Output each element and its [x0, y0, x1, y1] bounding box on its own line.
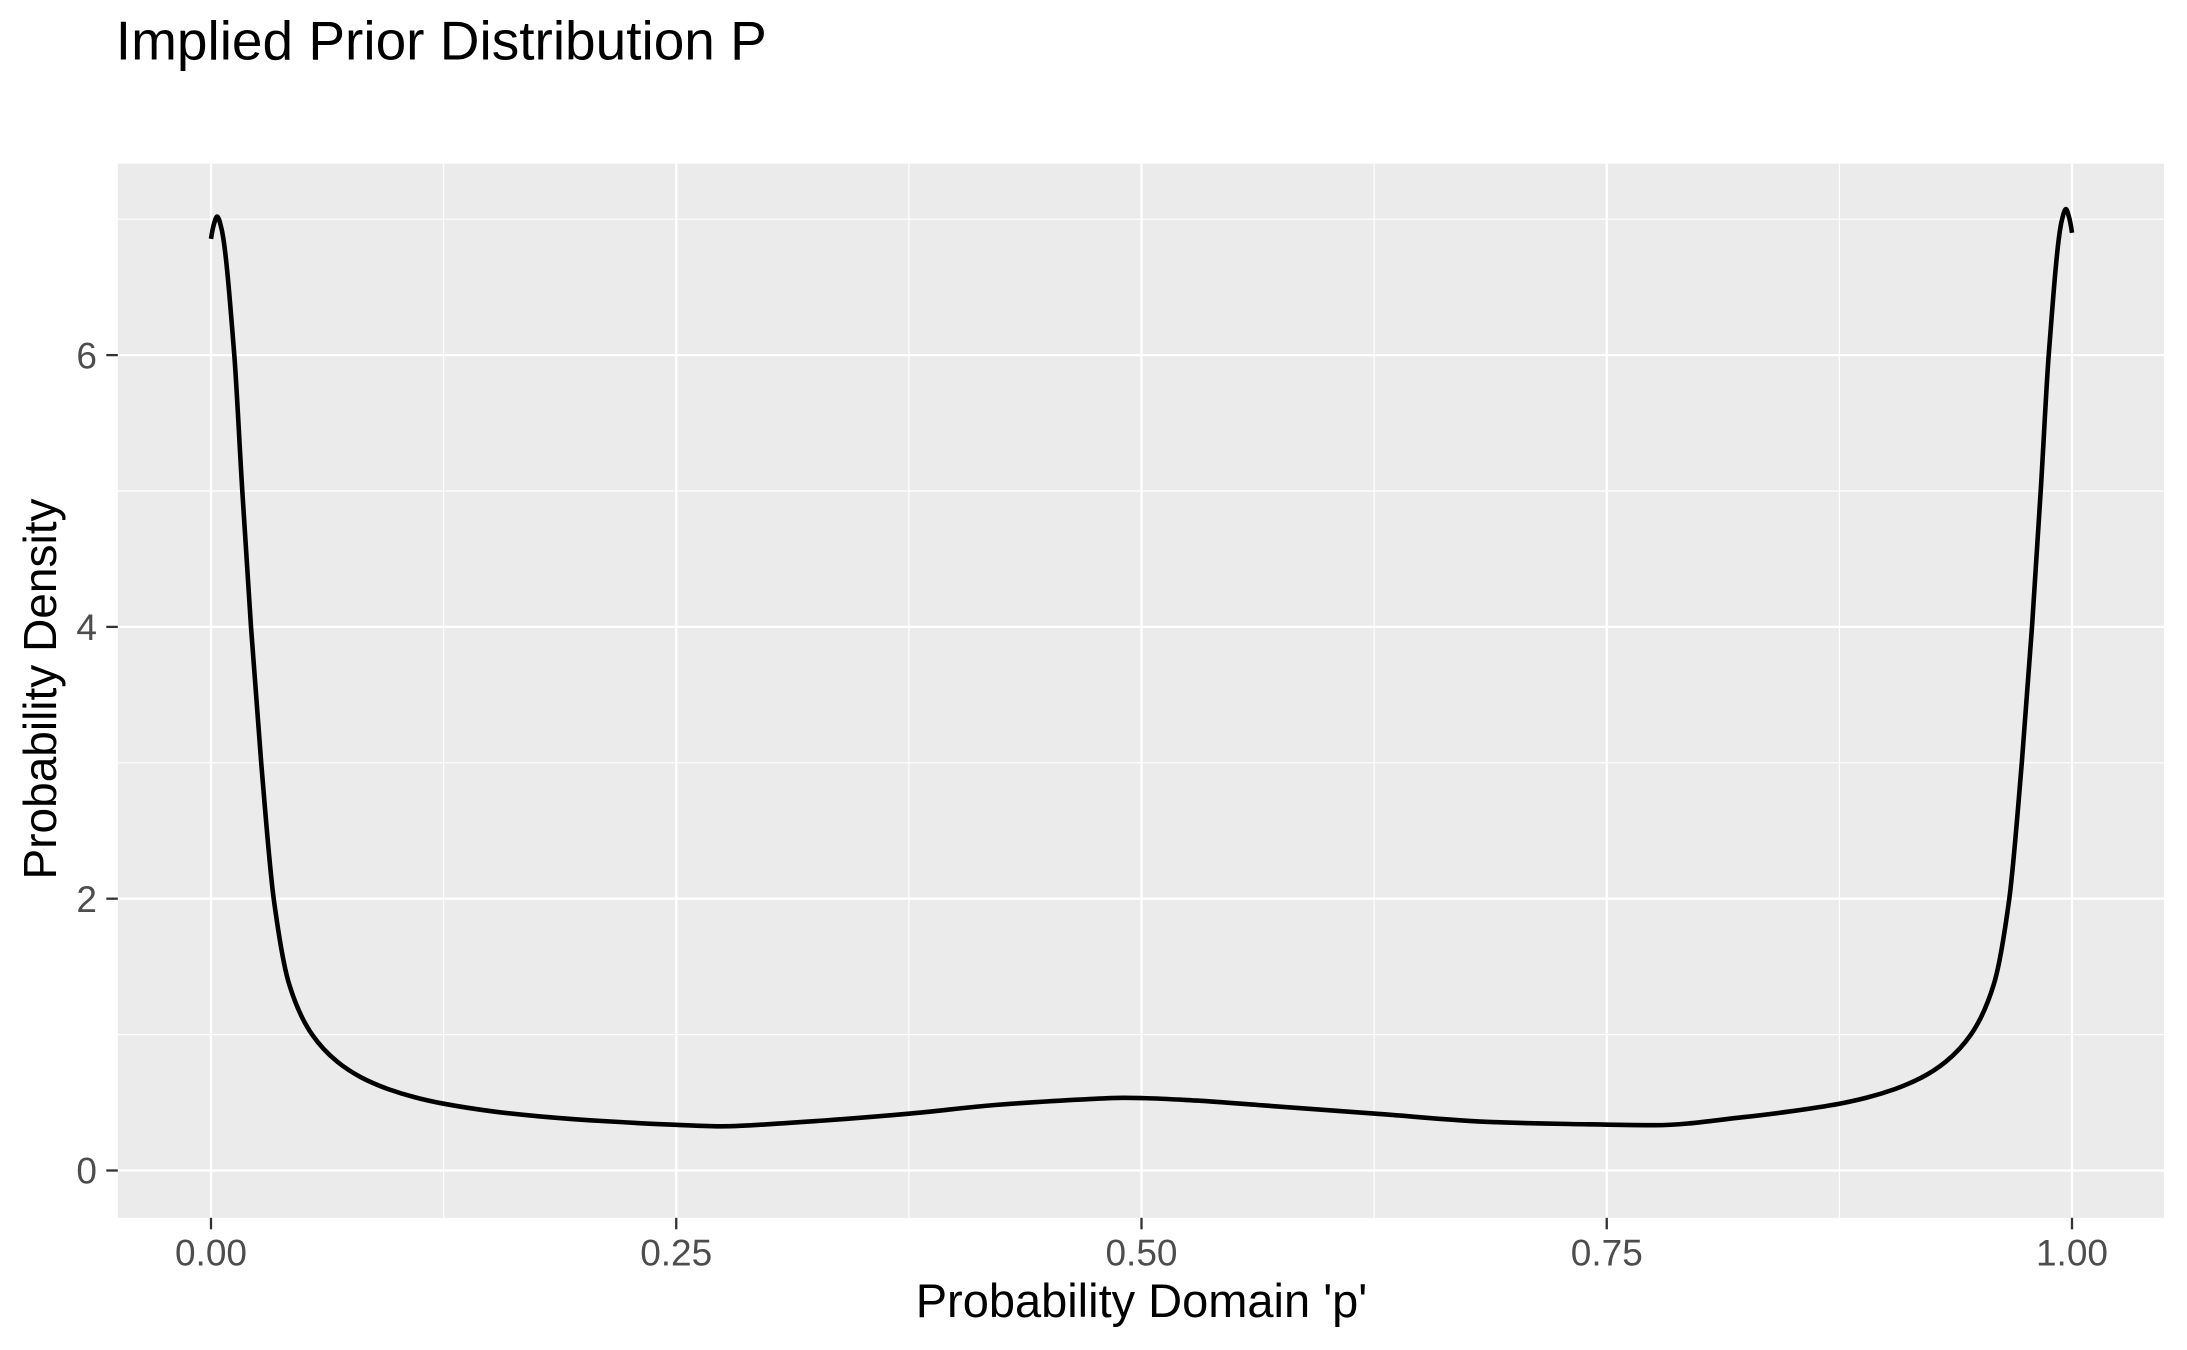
- svg-text:Probability Domain 'p': Probability Domain 'p': [916, 1274, 1368, 1327]
- svg-text:0: 0: [76, 1151, 97, 1192]
- svg-text:0.25: 0.25: [640, 1233, 712, 1274]
- svg-text:2: 2: [76, 879, 97, 920]
- svg-text:Implied Prior Distribution P: Implied Prior Distribution P: [116, 10, 767, 72]
- svg-text:4: 4: [76, 607, 97, 648]
- svg-text:0.75: 0.75: [1571, 1233, 1643, 1274]
- svg-text:1.00: 1.00: [2036, 1233, 2108, 1274]
- svg-text:Probability Density: Probability Density: [14, 499, 66, 880]
- svg-text:0.50: 0.50: [1105, 1233, 1177, 1274]
- svg-text:0.00: 0.00: [175, 1233, 247, 1274]
- svg-text:6: 6: [76, 335, 97, 376]
